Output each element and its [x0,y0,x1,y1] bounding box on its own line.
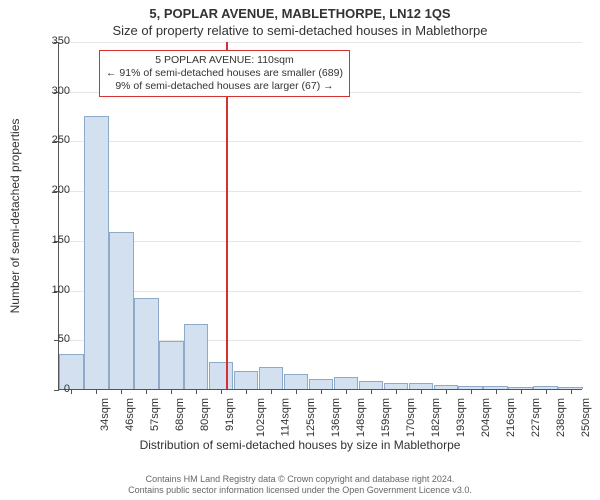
bar [84,116,108,389]
x-tick-mark [296,389,297,394]
x-tick-label: 80sqm [199,398,211,431]
x-tick-label: 193sqm [455,398,467,437]
x-tick-mark [371,389,372,394]
x-tick-mark [421,389,422,394]
annotation-line: 9% of semi-detached houses are larger (6… [106,80,343,93]
chart-area: 5 POPLAR AVENUE: 110sqm← 91% of semi-det… [58,42,582,390]
bar [309,379,333,389]
x-tick-mark [196,389,197,394]
x-tick-label: 114sqm [279,398,291,436]
x-tick-label: 182sqm [430,398,442,437]
gridline [59,291,582,292]
x-tick-mark [71,389,72,394]
bar [184,324,208,389]
x-tick-label: 136sqm [330,398,342,437]
x-tick-label: 91sqm [224,398,236,431]
x-tick-label: 238sqm [555,398,567,437]
gridline [59,191,582,192]
x-tick-label: 148sqm [355,398,367,437]
x-tick-mark [496,389,497,394]
bar [109,232,133,389]
chart-title-main: 5, POPLAR AVENUE, MABLETHORPE, LN12 1QS [0,0,600,21]
annotation-line: ← 91% of semi-detached houses are smalle… [106,67,343,80]
plot-area: 5 POPLAR AVENUE: 110sqm← 91% of semi-det… [58,42,582,390]
gridline [59,42,582,43]
y-tick-label: 350 [30,35,70,47]
x-tick-label: 34sqm [100,398,112,431]
annotation-line: 5 POPLAR AVENUE: 110sqm [106,54,343,67]
bar [334,377,358,389]
bar [209,362,233,389]
x-tick-mark [246,389,247,394]
x-tick-mark [571,389,572,394]
x-tick-mark [446,389,447,394]
bar [359,381,383,389]
x-tick-mark [521,389,522,394]
bar [284,374,308,389]
x-tick-label: 68sqm [174,398,186,431]
x-tick-mark [346,389,347,394]
y-tick-label: 200 [30,184,70,196]
x-tick-mark [321,389,322,394]
x-tick-label: 102sqm [255,398,267,437]
x-tick-label: 216sqm [505,398,517,437]
bar [159,341,183,389]
y-tick-label: 0 [30,383,70,395]
attribution-line-1: Contains HM Land Registry data © Crown c… [0,474,600,485]
bar [134,298,158,389]
x-tick-mark [471,389,472,394]
y-tick-label: 50 [30,333,70,345]
bar [234,371,258,389]
x-tick-mark [146,389,147,394]
x-tick-mark [546,389,547,394]
x-axis-label: Distribution of semi-detached houses by … [0,438,600,452]
x-tick-mark [221,389,222,394]
attribution-line-2: Contains public sector information licen… [0,485,600,496]
y-tick-label: 300 [30,85,70,97]
x-tick-label: 170sqm [405,398,417,437]
gridline [59,241,582,242]
x-tick-label: 227sqm [530,398,542,437]
attribution: Contains HM Land Registry data © Crown c… [0,474,600,497]
x-tick-label: 159sqm [380,398,392,437]
annotation-box: 5 POPLAR AVENUE: 110sqm← 91% of semi-det… [99,50,350,97]
x-tick-label: 250sqm [580,398,592,437]
chart-title-sub: Size of property relative to semi-detach… [0,21,600,42]
x-tick-mark [396,389,397,394]
y-tick-label: 150 [30,234,70,246]
gridline [59,141,582,142]
y-axis-label: Number of semi-detached properties [8,119,22,314]
bar [259,367,283,389]
x-tick-mark [121,389,122,394]
x-tick-label: 46sqm [124,398,136,431]
y-tick-label: 100 [30,284,70,296]
x-tick-label: 57sqm [149,398,161,431]
y-tick-label: 250 [30,134,70,146]
x-tick-label: 204sqm [480,398,492,437]
x-tick-mark [96,389,97,394]
x-tick-mark [171,389,172,394]
x-tick-label: 125sqm [305,398,317,437]
x-tick-mark [271,389,272,394]
